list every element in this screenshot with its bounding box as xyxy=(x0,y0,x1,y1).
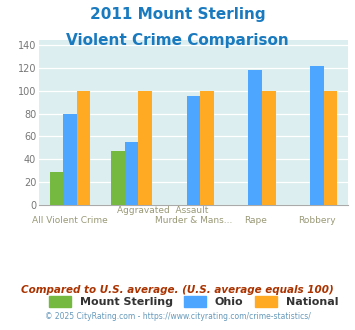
Bar xyxy=(324,91,337,205)
Bar xyxy=(248,70,262,205)
Text: Murder & Mans...: Murder & Mans... xyxy=(155,216,232,225)
Bar xyxy=(125,142,138,205)
Text: Compared to U.S. average. (U.S. average equals 100): Compared to U.S. average. (U.S. average … xyxy=(21,285,334,295)
Bar xyxy=(187,96,200,205)
Bar xyxy=(63,114,77,205)
Bar xyxy=(200,91,214,205)
Text: Aggravated  Assault: Aggravated Assault xyxy=(117,206,208,215)
Text: © 2025 CityRating.com - https://www.cityrating.com/crime-statistics/: © 2025 CityRating.com - https://www.city… xyxy=(45,312,310,321)
Legend: Mount Sterling, Ohio, National: Mount Sterling, Ohio, National xyxy=(49,296,338,308)
Text: Violent Crime Comparison: Violent Crime Comparison xyxy=(66,33,289,48)
Bar xyxy=(262,91,275,205)
Text: Rape: Rape xyxy=(244,216,267,225)
Bar xyxy=(111,151,125,205)
Bar xyxy=(138,91,152,205)
Text: All Violent Crime: All Violent Crime xyxy=(32,216,108,225)
Text: Robbery: Robbery xyxy=(298,216,336,225)
Text: 2011 Mount Sterling: 2011 Mount Sterling xyxy=(90,7,265,21)
Bar xyxy=(50,172,63,205)
Bar xyxy=(310,66,324,205)
Bar xyxy=(77,91,90,205)
